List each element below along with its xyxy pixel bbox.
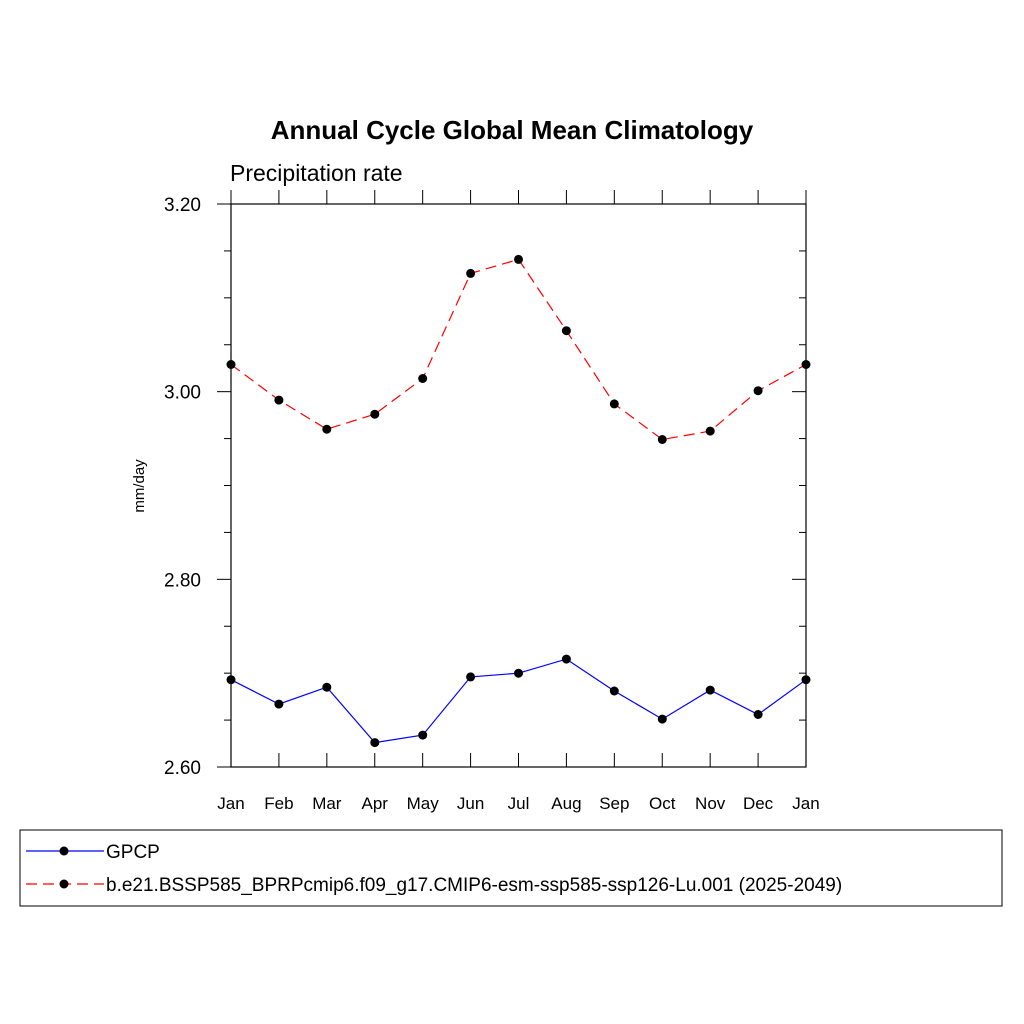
legend-entries: GPCP b.e21.BSSP585_BPRPcmip6.f09_g17.CMIP… (26, 842, 842, 896)
data-point (657, 714, 667, 724)
series-line (230, 258, 807, 441)
x-tick-label: Jul (508, 794, 530, 813)
legend-entry: b.e21.BSSP585_BPRPcmip6.f09_g17.CMIP6-es… (26, 875, 842, 896)
legend-entry: GPCP (26, 842, 160, 863)
data-point (561, 326, 571, 336)
data-point (801, 360, 811, 369)
series-1 (226, 654, 811, 748)
x-tick-label: Apr (362, 794, 389, 813)
data-point (753, 710, 763, 719)
data-point (418, 374, 428, 383)
x-tick-label: Nov (695, 794, 726, 813)
data-point (561, 654, 571, 664)
data-point (274, 699, 284, 709)
legend-label: GPCP (106, 842, 160, 863)
data-point (226, 360, 236, 369)
y-tick-label: 3.00 (164, 383, 201, 404)
x-tick-label: Feb (264, 794, 293, 813)
x-tick-label: Dec (743, 794, 774, 813)
y-tick-label: 2.60 (164, 758, 201, 779)
chart-title: Annual Cycle Global Mean Climatology (271, 115, 754, 145)
x-tick-label: May (407, 794, 440, 813)
data-point (514, 668, 523, 678)
x-tick-label: Jan (217, 794, 244, 813)
data-point (705, 426, 715, 436)
y-axis-label: mm/day (131, 459, 148, 513)
data-point (370, 409, 380, 419)
data-point (705, 685, 715, 695)
legend: GPCP b.e21.BSSP585_BPRPcmip6.f09_g17.CMIP… (19, 829, 1003, 907)
data-point (753, 386, 763, 396)
data-point (418, 730, 428, 740)
data-point (226, 675, 236, 685)
axis-ticks (217, 190, 807, 768)
data-point (609, 686, 619, 696)
legend-marker (59, 879, 69, 889)
data-point (801, 675, 811, 685)
x-tick-label: Sep (599, 794, 629, 813)
data-point (514, 254, 523, 264)
x-tick-labels: Jan Feb Mar Apr May Jun Jul Aug Sep Oct Nov Dec Jan (217, 794, 819, 813)
x-tick-label: Jun (457, 794, 484, 813)
data-point (466, 672, 476, 682)
y-tick-label: 2.80 (164, 570, 201, 591)
chart-subtitle: Precipitation rate (230, 160, 403, 186)
y-tick-labels: 2.60 2.80 3.00 3.20 (164, 195, 201, 779)
x-tick-label: Jan (792, 794, 819, 813)
legend-box (19, 829, 1003, 907)
data-point (322, 682, 332, 692)
data-point (657, 435, 667, 444)
data-point (370, 738, 380, 748)
series-2 (226, 254, 811, 444)
series-layer (226, 254, 811, 748)
data-point (274, 395, 284, 405)
data-point (609, 399, 619, 409)
legend-label: b.e21.BSSP585_BPRPcmip6.f09_g17.CMIP6-es… (106, 875, 842, 896)
legend-marker (59, 846, 69, 856)
plot-frame (230, 203, 807, 768)
data-point (466, 268, 476, 278)
x-tick-label: Oct (649, 794, 676, 813)
y-tick-label: 3.20 (164, 195, 201, 216)
x-tick-label: Aug (551, 794, 581, 813)
x-tick-label: Mar (312, 794, 342, 813)
data-point (322, 424, 332, 434)
